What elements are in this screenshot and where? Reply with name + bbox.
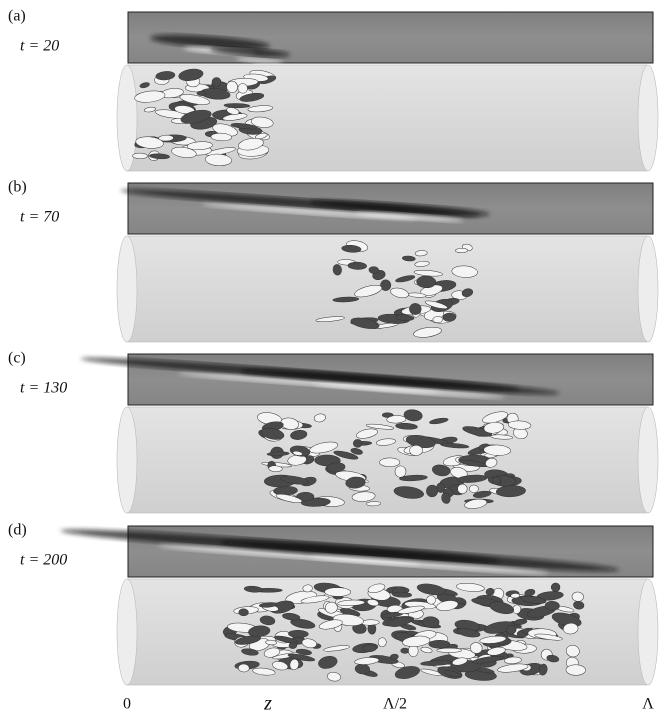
- vortex-structure: [238, 664, 249, 672]
- panel-label: (a): [8, 8, 26, 25]
- vortex-structure: [511, 593, 520, 598]
- vortex-structure: [437, 648, 462, 652]
- cylinder-end-right: [638, 407, 658, 513]
- vortex-structure: [366, 501, 381, 506]
- vortex-structure: [401, 648, 409, 653]
- cylinder-end-right: [638, 236, 658, 342]
- vortex-structure: [238, 83, 248, 93]
- cylinder-end-left: [117, 236, 137, 342]
- vortex-structure: [325, 587, 351, 596]
- vortex-structure: [288, 630, 308, 638]
- vortex-structure: [493, 477, 501, 485]
- strip: [80, 354, 653, 405]
- vortex-structure: [239, 609, 249, 616]
- vortex-structure: [390, 654, 399, 660]
- panel-label: (c): [8, 350, 26, 367]
- vortex-structure: [429, 640, 450, 648]
- vortex-structure: [353, 439, 362, 448]
- strip: [60, 525, 653, 577]
- cylinder-end-left: [117, 407, 137, 513]
- vortex-structure: [265, 640, 276, 645]
- vortex-structure: [566, 665, 586, 676]
- strip: [128, 12, 653, 65]
- axis-label: z: [263, 693, 272, 715]
- panel-label: (b): [8, 179, 27, 196]
- vortex-structure: [269, 465, 283, 472]
- vortex-structure: [455, 248, 467, 253]
- time-label: t = 200: [20, 552, 67, 569]
- figure: 0 z Λ/2 Λ (a) t = 20 (b) t = 70 (c) t = 130 (d…: [0, 0, 659, 715]
- time-label: t = 20: [20, 38, 59, 55]
- axis-start: 0: [123, 696, 131, 713]
- time-label: t = 130: [20, 380, 67, 397]
- vortex-structure: [212, 77, 221, 86]
- panel-label: (d): [8, 522, 27, 539]
- vortex-structure: [379, 458, 399, 467]
- axis-end: Λ: [642, 696, 654, 713]
- vortex-structure: [545, 601, 560, 610]
- time-label: t = 70: [20, 209, 59, 226]
- strip: [120, 183, 653, 234]
- axis-middle: Λ/2: [383, 696, 407, 713]
- cylinder-end-right: [638, 65, 658, 171]
- cylinder-end-right: [638, 579, 658, 685]
- vortex-structure: [416, 276, 436, 288]
- cylinder-end-left: [117, 579, 137, 685]
- vortex-structure: [224, 103, 250, 108]
- vortex-structure: [433, 316, 443, 323]
- vortex-structure: [132, 153, 147, 159]
- vortex-structure: [551, 583, 560, 592]
- vortex-structure: [197, 91, 207, 96]
